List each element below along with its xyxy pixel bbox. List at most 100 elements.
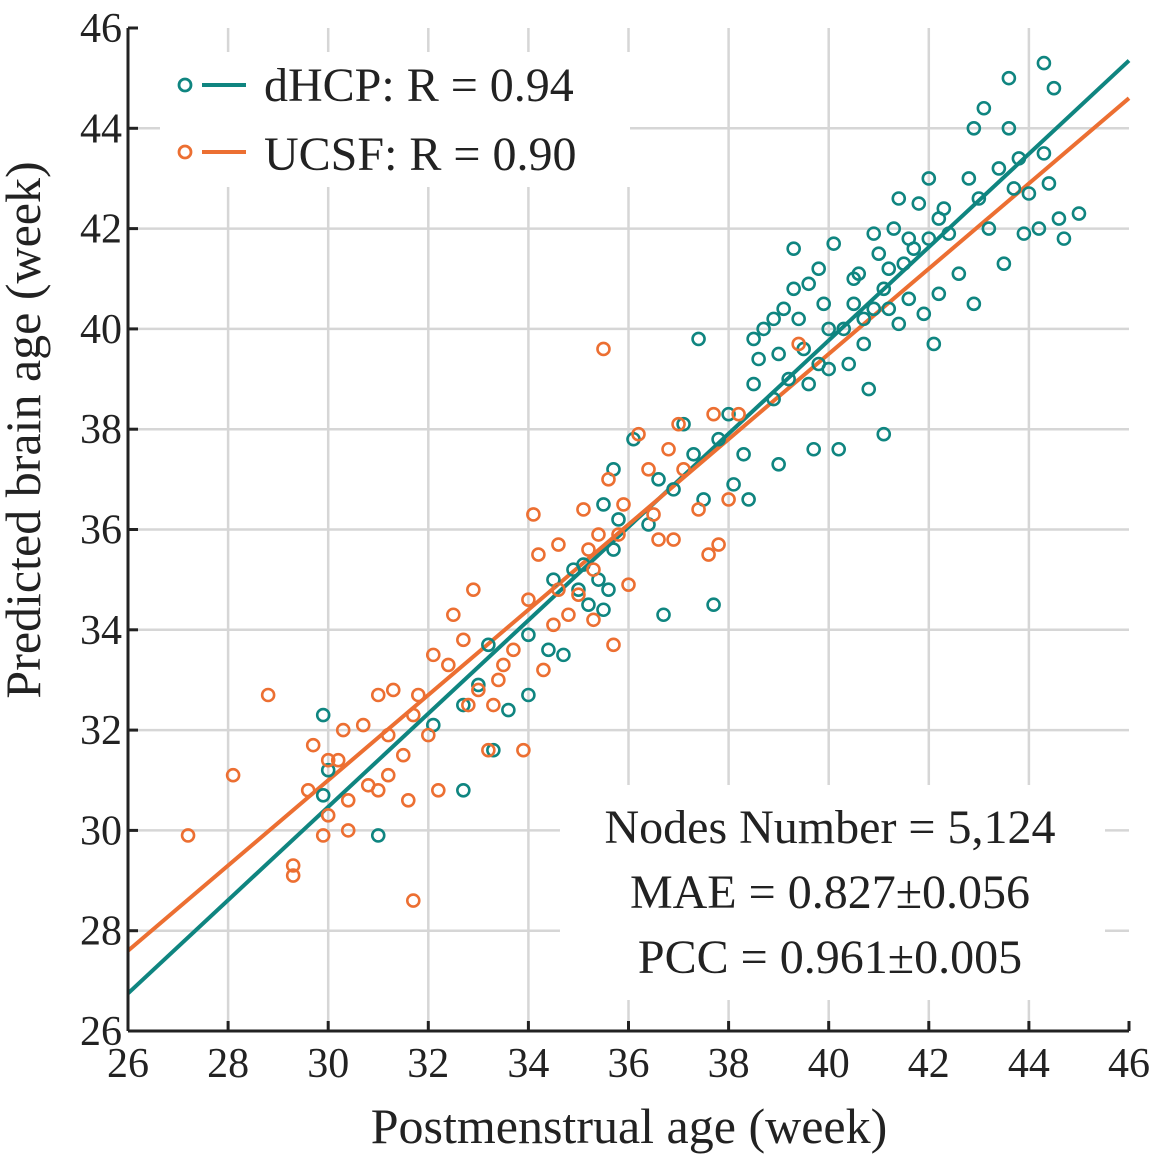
y-tick-label: 36 [80,508,122,554]
point-dhcp [891,316,907,332]
x-axis-label: Postmenstrual age (week) [371,1098,888,1154]
point-dhcp [866,226,882,241]
point-dhcp [456,697,471,713]
point-ucsf [395,747,411,763]
point-dhcp [871,246,887,261]
point-dhcp [886,221,902,236]
point-ucsf [641,462,656,477]
point-ucsf [546,617,561,633]
point-dhcp [486,742,501,758]
point-dhcp [370,828,386,843]
point-dhcp [771,457,786,472]
point-ucsf [496,657,511,673]
point-dhcp [1071,206,1087,221]
point-ucsf [481,742,496,758]
point-ucsf [606,637,621,653]
point-dhcp [846,296,862,312]
point-ucsf [551,582,566,597]
point-ucsf [330,752,346,768]
point-dhcp [521,687,536,703]
y-tick-label: 34 [80,608,122,654]
point-ucsf [491,672,506,688]
point-dhcp [786,241,801,256]
point-ucsf [521,592,536,608]
point-dhcp [541,642,556,658]
point-dhcp [836,321,852,337]
point-dhcp [896,256,912,272]
y-tick-label: 26 [80,1009,122,1055]
point-dhcp [916,306,932,322]
point-ucsf [340,823,356,838]
point-ucsf [721,492,736,507]
point-dhcp [1006,181,1022,196]
x-tick-label: 38 [708,1041,750,1087]
point-dhcp [926,336,942,352]
point-dhcp [556,647,571,663]
point-dhcp [911,196,927,211]
point-dhcp [961,171,977,186]
point-ucsf [370,687,386,703]
point-dhcp [611,512,626,527]
point-ucsf [651,532,666,547]
point-dhcp [996,256,1012,272]
point-dhcp [656,607,671,623]
point-ucsf [646,507,661,522]
point-ucsf [260,687,276,703]
point-ucsf [446,607,461,623]
point-dhcp [856,336,872,352]
point-dhcp [736,446,751,462]
point-dhcp [901,231,917,246]
point-ucsf [355,717,371,733]
y-tick-label: 46 [80,6,122,52]
point-dhcp [711,431,726,447]
point-ucsf [466,582,481,597]
point-dhcp [821,361,837,377]
point-ucsf [616,497,631,512]
point-dhcp [601,582,616,597]
point-dhcp [856,311,872,327]
tick-labels: 26 28 30 32 34 36 38 40 42 44 46 26 28 30 32 34 36 38 40 42… [80,6,1150,1087]
point-dhcp [481,637,496,653]
point-ucsf [791,336,806,352]
point-dhcp [1016,226,1032,241]
point-dhcp [786,281,801,297]
point-dhcp [876,426,892,442]
point-ucsf [571,587,586,602]
point-dhcp [881,261,897,277]
point-dhcp [596,497,611,512]
point-ucsf [400,793,416,808]
point-dhcp [771,346,786,362]
stat-nodes-number: Nodes Number = 5,124 [604,801,1055,854]
point-dhcp [991,161,1007,176]
point-dhcp [320,762,336,778]
x-tick-label: 34 [507,1041,549,1087]
point-ucsf [380,727,396,743]
point-ucsf [706,406,721,422]
point-ucsf [621,577,636,592]
point-dhcp [471,677,486,693]
y-tick-label: 30 [80,808,122,854]
point-ucsf [676,462,691,477]
stat-pcc: PCC = 0.961±0.005 [638,931,1022,984]
legend-label-dhcp: dHCP: R = 0.94 [264,59,574,112]
stats-annotation: Nodes Number = 5,124 MAE = 0.827±0.056 P… [560,785,1105,1000]
legend: dHCP: R = 0.94 UCSF: R = 0.90 [160,52,630,187]
point-dhcp [686,446,701,462]
y-tick-label: 32 [80,708,122,754]
point-ucsf [561,607,576,623]
point-ucsf [516,742,531,758]
point-ucsf [340,793,356,808]
point-dhcp [816,296,831,312]
point-dhcp [1001,121,1017,136]
y-tick-label: 44 [80,106,122,152]
point-ucsf [320,752,336,768]
point-dhcp [801,376,816,392]
point-dhcp [941,226,957,241]
point-ucsf [180,828,196,843]
point-dhcp [801,276,816,292]
point-ucsf [551,537,566,552]
x-tick-label: 28 [207,1041,249,1087]
point-ucsf [631,426,646,442]
point-ucsf [225,767,241,783]
